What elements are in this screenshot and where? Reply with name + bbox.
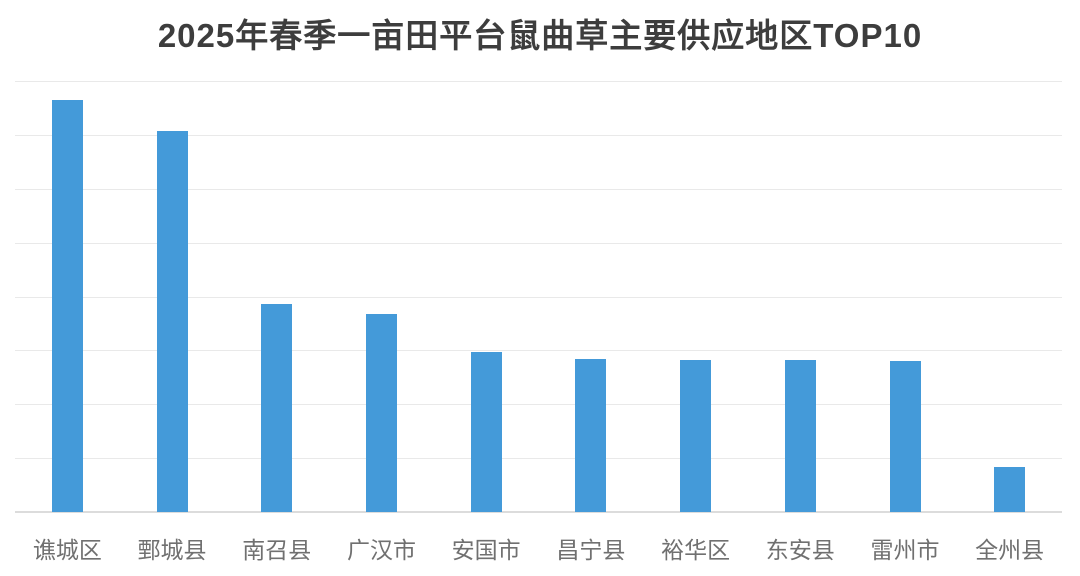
x-axis-label: 裕华区 [661, 537, 731, 563]
bar-雷州市 [889, 360, 921, 512]
bar-鄄城县 [156, 130, 188, 512]
x-axis-label: 南召县 [242, 537, 312, 563]
gridline [15, 458, 1062, 459]
x-axis-label: 谯城区 [32, 537, 102, 563]
x-axis-label: 雷州市 [870, 537, 940, 563]
x-axis-label: 安国市 [451, 537, 521, 563]
gridline [15, 189, 1062, 190]
x-axis-labels: 谯城区 鄄城县 南召县 广汉市 安国市 昌宁县 裕华区 东安县 雷州市 全州县 [15, 531, 1062, 565]
x-axis-label: 鄄城县 [137, 537, 207, 563]
x-axis-label: 全州县 [975, 537, 1045, 563]
gridline [15, 297, 1062, 298]
gridline [15, 81, 1062, 82]
bar-广汉市 [365, 314, 397, 512]
bar-东安县 [784, 359, 816, 512]
chart-title: 2025年春季一亩田平台鼠曲草主要供应地区TOP10 [157, 17, 923, 54]
bar-昌宁县 [575, 358, 607, 512]
bar-南召县 [261, 304, 293, 512]
x-axis-label: 广汉市 [346, 537, 416, 563]
x-axis-line [15, 511, 1062, 513]
bar-谯城区 [51, 100, 83, 512]
gridline [15, 404, 1062, 405]
bar-裕华区 [680, 360, 712, 512]
gridline [15, 350, 1062, 351]
gridline [15, 243, 1062, 244]
bar-全州县 [994, 466, 1026, 512]
x-axis-label: 昌宁县 [556, 537, 626, 563]
bar-安国市 [470, 351, 502, 512]
x-axis-label: 东安县 [765, 537, 835, 563]
gridline [15, 135, 1062, 136]
plot-area [15, 81, 1062, 513]
